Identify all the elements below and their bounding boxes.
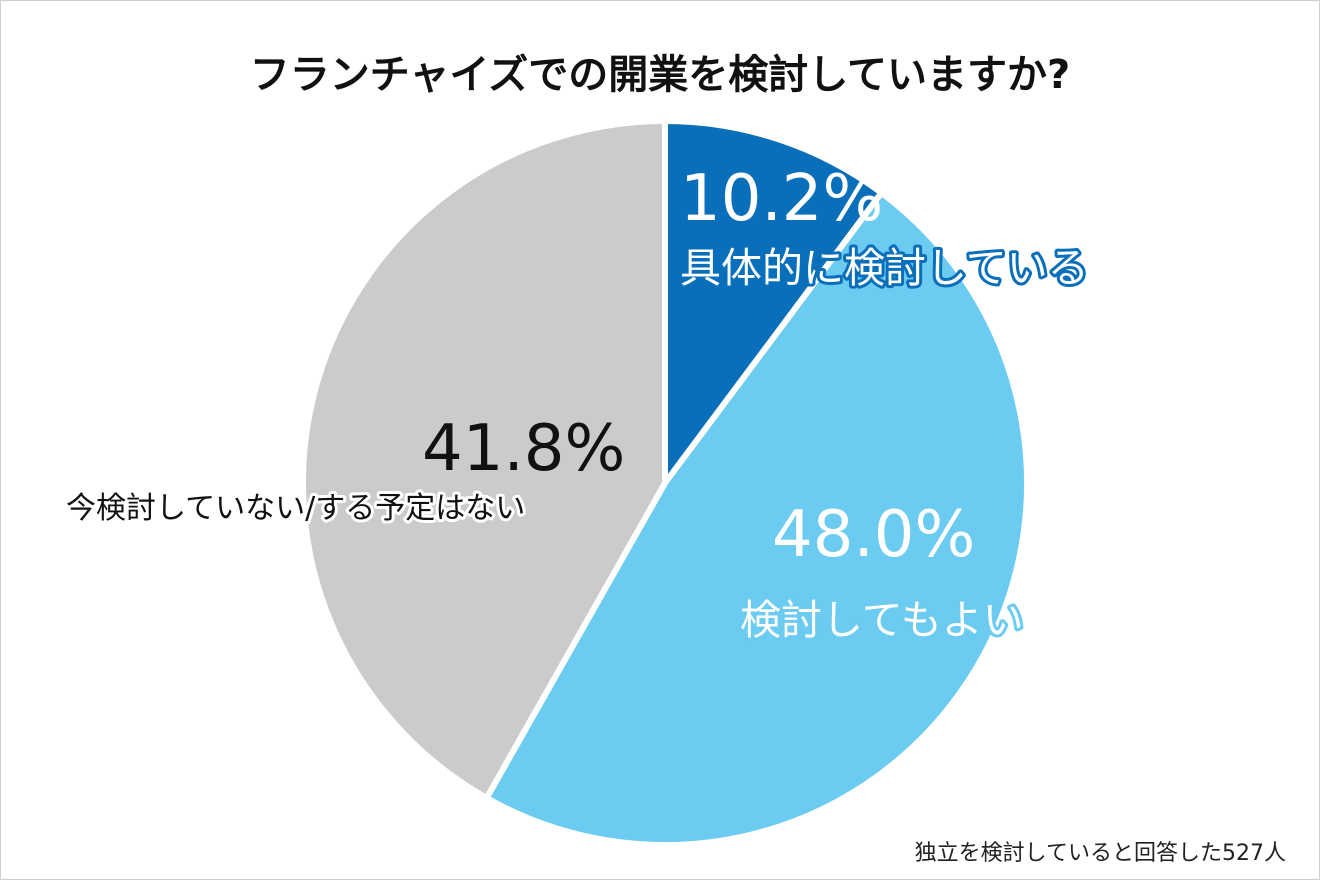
pie-slice	[662, 118, 885, 486]
slice-category-label: 具体的に検討している	[680, 244, 1089, 292]
slice-value-label: 48.0%	[772, 498, 975, 572]
pie-slice	[299, 118, 668, 802]
slice-category-label: 今検討していない/する予定はない	[66, 491, 525, 526]
chart-title: フランチャイズでの開業を検討していますか?	[250, 52, 1070, 98]
chart-note: 独立を検討していると回答した527人	[915, 841, 1286, 866]
pie-slice	[483, 189, 1031, 849]
slice-value-label: 41.8%	[422, 412, 625, 486]
pie-slices	[299, 118, 1031, 849]
slice-category-label: 検討してもよい	[740, 596, 1024, 644]
slice-value-label: 10.2%	[680, 162, 883, 236]
